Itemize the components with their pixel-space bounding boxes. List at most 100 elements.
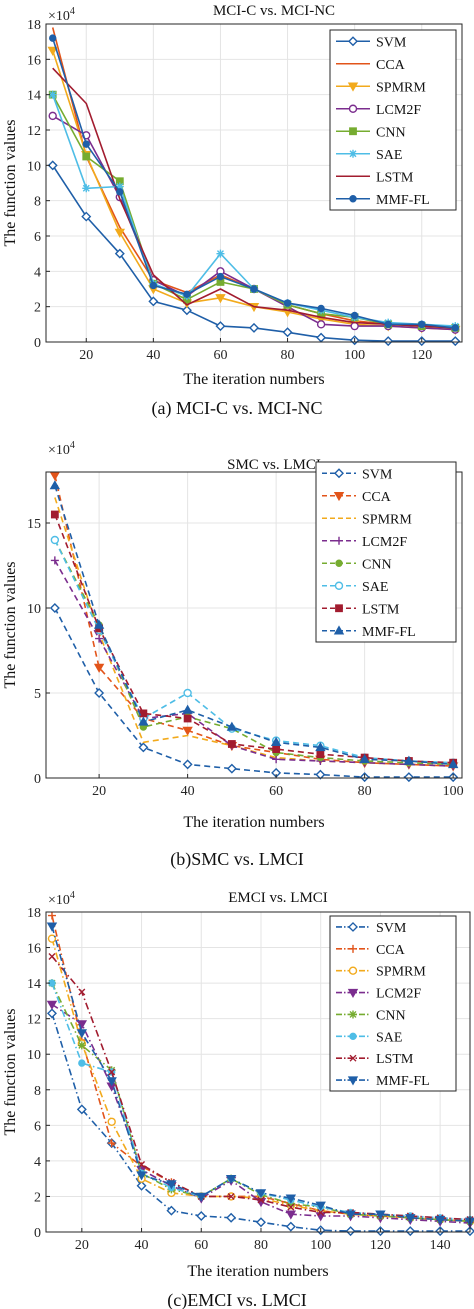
data-point-spmrm-5 <box>215 294 226 304</box>
series-svm <box>49 603 459 783</box>
data-point-cnn-1 <box>82 152 91 161</box>
data-point-mmf-fl-0 <box>49 34 57 42</box>
y-tick-label: 8 <box>34 195 41 210</box>
data-point-svm-2 <box>138 742 149 753</box>
data-point-cca-1 <box>93 663 105 673</box>
legend-label-cca: CCA <box>376 58 406 73</box>
data-point-legend-mmf-fl-0 <box>349 195 357 203</box>
data-point-cca-3 <box>182 726 193 736</box>
y-tick-label: 6 <box>34 1119 41 1134</box>
data-point-mmf-fl-12 <box>451 324 459 332</box>
data-point-mmf-fl-0 <box>49 480 61 490</box>
x-tick-label: 80 <box>281 348 295 363</box>
legend: SVM CCA SPMRM LCM2F CNN SAE LSTM MMF-FL <box>329 29 457 211</box>
data-point-legend-spmrm-0 <box>347 82 359 92</box>
x-tick-label: 120 <box>411 348 432 363</box>
data-point-mmf-fl-6 <box>315 741 326 752</box>
data-point-legend-sae-0 <box>349 149 357 158</box>
data-point-svm-6 <box>249 322 259 333</box>
legend-box <box>329 915 457 1092</box>
series-line-spmrm <box>54 497 454 767</box>
data-point-svm-1 <box>81 211 92 222</box>
data-point-mmf-fl-8 <box>317 304 325 313</box>
data-point-mmf-fl-3 <box>149 281 158 290</box>
series-line-lcm2f <box>51 1003 471 1224</box>
data-point-legend-cnn-0 <box>335 559 343 567</box>
x-tick-label: 40 <box>135 1238 149 1253</box>
x-tick-label: 120 <box>370 1238 391 1253</box>
chart-title: MCI-C vs. MCI-NC <box>213 3 335 19</box>
x-tick-label: 60 <box>213 348 227 363</box>
chart-panel-emci-vs-lmci: 20 40 60 80 100 120 140 0 2 4 6 8 10 12 14 16 18 ×104 EMCI… <box>2 890 474 1309</box>
y-tick-label: 18 <box>27 18 41 33</box>
data-point-cca-0 <box>47 911 56 920</box>
data-point-mmf-fl-1 <box>82 140 90 148</box>
chart-panel-smc-vs-lmci: 20 40 60 80 100 0 5 10 15 ×104 SMC vs. LMCI The ite… <box>2 440 464 870</box>
x-tick-label: 80 <box>358 784 372 799</box>
data-point-mmf-fl-0 <box>46 922 58 932</box>
x-tick-label: 20 <box>79 348 93 363</box>
data-point-lstm-9 <box>317 1208 325 1216</box>
data-point-lstm-2 <box>108 1068 116 1076</box>
legend: SVM CCA SPMRM LCM2F CNN SAE LSTM MMF-FL <box>315 461 457 643</box>
plot-frame <box>45 911 471 1233</box>
data-point-lstm-1 <box>78 988 86 996</box>
data-point-lstm-5 <box>272 745 281 753</box>
data-point-legend-svm-0 <box>348 36 358 47</box>
data-point-lcm2f-9 <box>315 1212 326 1222</box>
data-point-svm-3 <box>148 296 159 307</box>
legend-label-svm: SVM <box>376 35 407 50</box>
data-point-lcm2f-5 <box>272 755 281 764</box>
data-point-mmf-fl-6 <box>225 1174 237 1185</box>
data-point-legend-cnn-0 <box>349 1010 357 1019</box>
data-point-svm-1 <box>76 1104 87 1115</box>
x-tick-label: 100 <box>443 784 464 799</box>
series-line-lstm <box>54 514 454 764</box>
data-point-lcm2f-0 <box>46 1000 58 1010</box>
plot-frame <box>45 23 463 343</box>
legend-label-cca: CCA <box>376 943 406 958</box>
data-point-svm-4 <box>166 1205 177 1216</box>
data-point-mmf-fl-9 <box>350 311 359 320</box>
chart-title: SMC vs. LMCI <box>227 457 321 473</box>
y-exponent-label: ×104 <box>48 6 75 24</box>
x-tick-label: 40 <box>146 348 160 363</box>
legend-label-cnn: CNN <box>376 125 406 140</box>
legend-box <box>329 29 457 211</box>
data-point-sae-1 <box>82 184 91 193</box>
legend-label-svm: SVM <box>362 467 393 482</box>
data-point-mmf-fl-10 <box>345 1210 356 1220</box>
x-tick-label: 100 <box>344 348 365 363</box>
legend-label-sae: SAE <box>362 580 388 595</box>
y-exponent-label: ×104 <box>48 890 75 908</box>
data-point-mmf-fl-12 <box>405 1214 416 1224</box>
legend: SVM CCA SPMRM LCM2F CNN SAE LSTM MMF-FL <box>329 915 457 1092</box>
y-tick-label: 10 <box>27 159 41 174</box>
data-point-legend-mmf-fl-0 <box>347 1076 359 1086</box>
chart-panel-mci-c-vs-mci-nc: 20 40 60 80 100 120 0 2 4 6 8 10 12 14 16 18 ×104 MCI-C v… <box>2 3 463 419</box>
data-point-svm-8 <box>403 772 414 783</box>
data-point-mmf-fl-2 <box>106 1077 117 1087</box>
data-point-spmrm-2 <box>114 228 126 238</box>
data-point-sae-0 <box>50 535 60 545</box>
data-point-mmf-fl-7 <box>283 299 292 307</box>
data-point-cnn-1 <box>77 1041 86 1050</box>
data-point-mmf-fl-9 <box>447 758 459 769</box>
x-tick-label: 80 <box>254 1238 268 1253</box>
data-point-mmf-fl-5 <box>270 736 282 746</box>
data-point-lcm2f-1 <box>95 634 104 643</box>
legend-label-lcm2f: LCM2F <box>376 987 421 1002</box>
y-tick-label: 14 <box>27 977 41 992</box>
series-mmf-fl <box>49 34 459 332</box>
data-point-mmf-fl-11 <box>375 1210 386 1220</box>
legend-label-svm: SVM <box>376 921 407 936</box>
series-spmrm <box>54 497 454 767</box>
y-tick-label: 10 <box>27 602 41 617</box>
data-point-mmf-fl-8 <box>403 755 415 765</box>
data-point-mmf-fl-8 <box>285 1194 297 1204</box>
y-tick-label: 2 <box>34 301 41 316</box>
data-point-sae-2 <box>115 182 124 191</box>
x-tick-label: 100 <box>310 1238 331 1253</box>
data-point-lstm-4 <box>227 740 236 748</box>
data-point-svm-5 <box>196 1211 207 1221</box>
